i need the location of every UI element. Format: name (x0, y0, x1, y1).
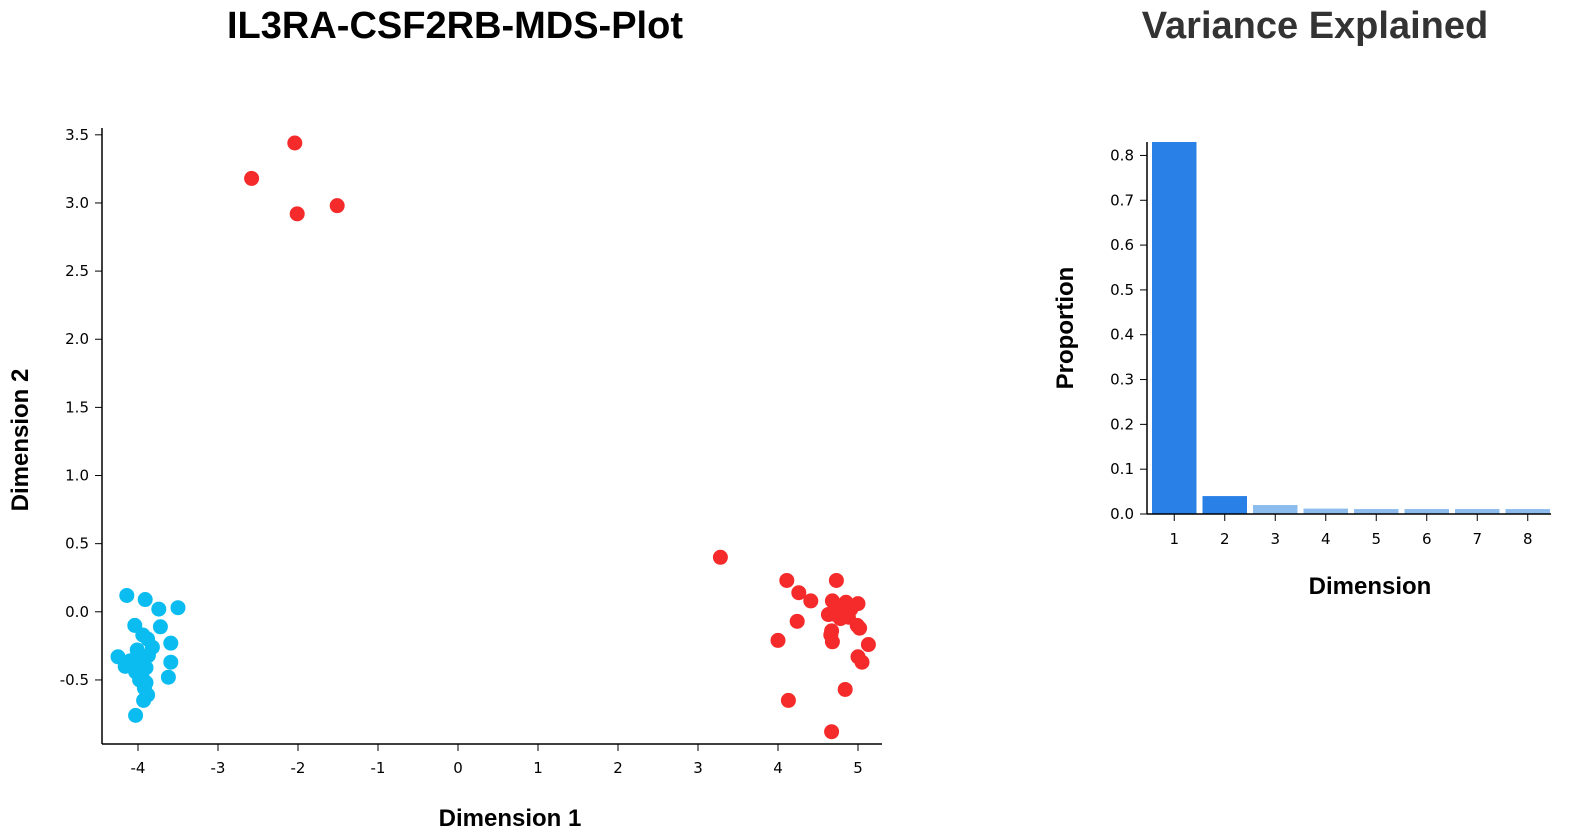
variance-y-tick-label: 0.5 (1110, 281, 1134, 299)
mds-point (163, 654, 179, 670)
mds-y-axis-title: Dimension 2 (7, 369, 34, 512)
mds-x-axis-title: Dimension 1 (439, 805, 582, 832)
mds-y-tick-label: -0.5 (60, 671, 89, 689)
mds-x-tick-label: 0 (453, 759, 463, 777)
mds-x-tick-label: 4 (773, 759, 783, 777)
mds-plot-title: IL3RA-CSF2RB-MDS-Plot (227, 5, 683, 47)
mds-point (824, 634, 840, 650)
variance-y-axis-title: Proportion (1052, 267, 1079, 390)
mds-y-tick-label: 0.0 (65, 603, 89, 621)
mds-y-tick-label: 2.5 (65, 262, 89, 280)
variance-y-tick-label: 0.3 (1110, 371, 1134, 389)
variance-bar (1455, 509, 1500, 514)
mds-point (287, 135, 303, 151)
mds-point (170, 600, 186, 616)
mds-point (791, 585, 807, 601)
variance-y-tick-label: 0.6 (1110, 236, 1134, 254)
mds-point (824, 724, 840, 740)
mds-x-tick-label: 1 (533, 759, 543, 777)
variance-bar (1404, 509, 1449, 514)
mds-point (854, 654, 870, 670)
variance-plot-title: Variance Explained (1142, 5, 1488, 47)
mds-point (712, 549, 728, 565)
mds-point (160, 669, 176, 685)
mds-point (860, 637, 876, 653)
mds-point (837, 681, 853, 697)
mds-y-tick-label: 1.0 (65, 467, 89, 485)
mds-point (136, 692, 152, 708)
variance-x-tick-label: 4 (1321, 530, 1331, 548)
variance-x-tick-label: 2 (1220, 530, 1230, 548)
mds-point (151, 601, 167, 617)
mds-x-tick-label: 5 (853, 759, 863, 777)
variance-y-tick-label: 0.2 (1110, 415, 1134, 433)
variance-x-tick-label: 1 (1169, 530, 1179, 548)
mds-point (803, 593, 819, 609)
variance-x-tick-label: 5 (1371, 530, 1381, 548)
mds-axes: -4 -3 -2 -1 0 1 2 3 4 5 -0.5 0.0 0.5 1.0 1.5 2.0 2.5 3.0 3… (60, 126, 882, 777)
mds-x-tick-label: -3 (211, 759, 226, 777)
variance-bar (1303, 508, 1348, 514)
mds-point (828, 572, 844, 588)
mds-x-tick-label: -1 (371, 759, 386, 777)
mds-point (152, 619, 168, 635)
variance-x-tick-label: 3 (1270, 530, 1280, 548)
variance-axes: 0.0 0.1 0.2 0.3 0.4 0.5 0.6 0.7 0.8 1 2 3 4 5 6 7 8 (1110, 142, 1551, 548)
mds-point (289, 206, 305, 222)
variance-y-tick-label: 0.7 (1110, 191, 1134, 209)
variance-y-tick-label: 0.4 (1110, 326, 1134, 344)
mds-point (137, 592, 153, 608)
mds-point (824, 593, 840, 609)
mds-point (852, 620, 868, 636)
variance-x-axis-title: Dimension (1309, 573, 1432, 600)
mds-y-tick-label: 3.5 (65, 126, 89, 144)
mds-y-tick-label: 2.0 (65, 330, 89, 348)
variance-plot: Variance Explained 0.0 0.1 0.2 0.3 0.4 0.5 0.6… (1052, 5, 1551, 600)
variance-x-tick-label: 8 (1523, 530, 1533, 548)
variance-bar (1202, 496, 1247, 514)
mds-point (128, 707, 144, 723)
mds-point (779, 572, 795, 588)
mds-points (110, 135, 876, 740)
mds-point (244, 170, 260, 186)
variance-bar (1152, 142, 1197, 514)
mds-point (789, 613, 805, 629)
mds-plot: IL3RA-CSF2RB-MDS-Plot -4 -3 -2 -1 0 1 2 3 4 5 -0.5… (7, 5, 882, 832)
mds-x-tick-label: -2 (291, 759, 306, 777)
mds-y-tick-label: 3.0 (65, 194, 89, 212)
mds-x-tick-label: 2 (613, 759, 623, 777)
variance-x-tick-label: 6 (1422, 530, 1432, 548)
variance-bar (1354, 509, 1399, 514)
mds-y-tick-label: 0.5 (65, 535, 89, 553)
mds-x-tick-label: 3 (693, 759, 703, 777)
mds-y-tick-label: 1.5 (65, 398, 89, 416)
variance-bar (1505, 509, 1550, 514)
variance-y-tick-label: 0.0 (1110, 505, 1134, 523)
mds-point (163, 635, 179, 651)
mds-point (329, 198, 345, 214)
variance-bars (1152, 142, 1550, 514)
mds-point (780, 692, 796, 708)
variance-y-tick-label: 0.1 (1110, 460, 1134, 478)
variance-x-tick-label: 7 (1472, 530, 1482, 548)
mds-point (129, 642, 145, 658)
mds-point (770, 632, 786, 648)
mds-point (119, 587, 135, 603)
mds-x-tick-label: -4 (131, 759, 146, 777)
variance-y-tick-label: 0.8 (1110, 146, 1134, 164)
variance-bar (1253, 505, 1298, 514)
